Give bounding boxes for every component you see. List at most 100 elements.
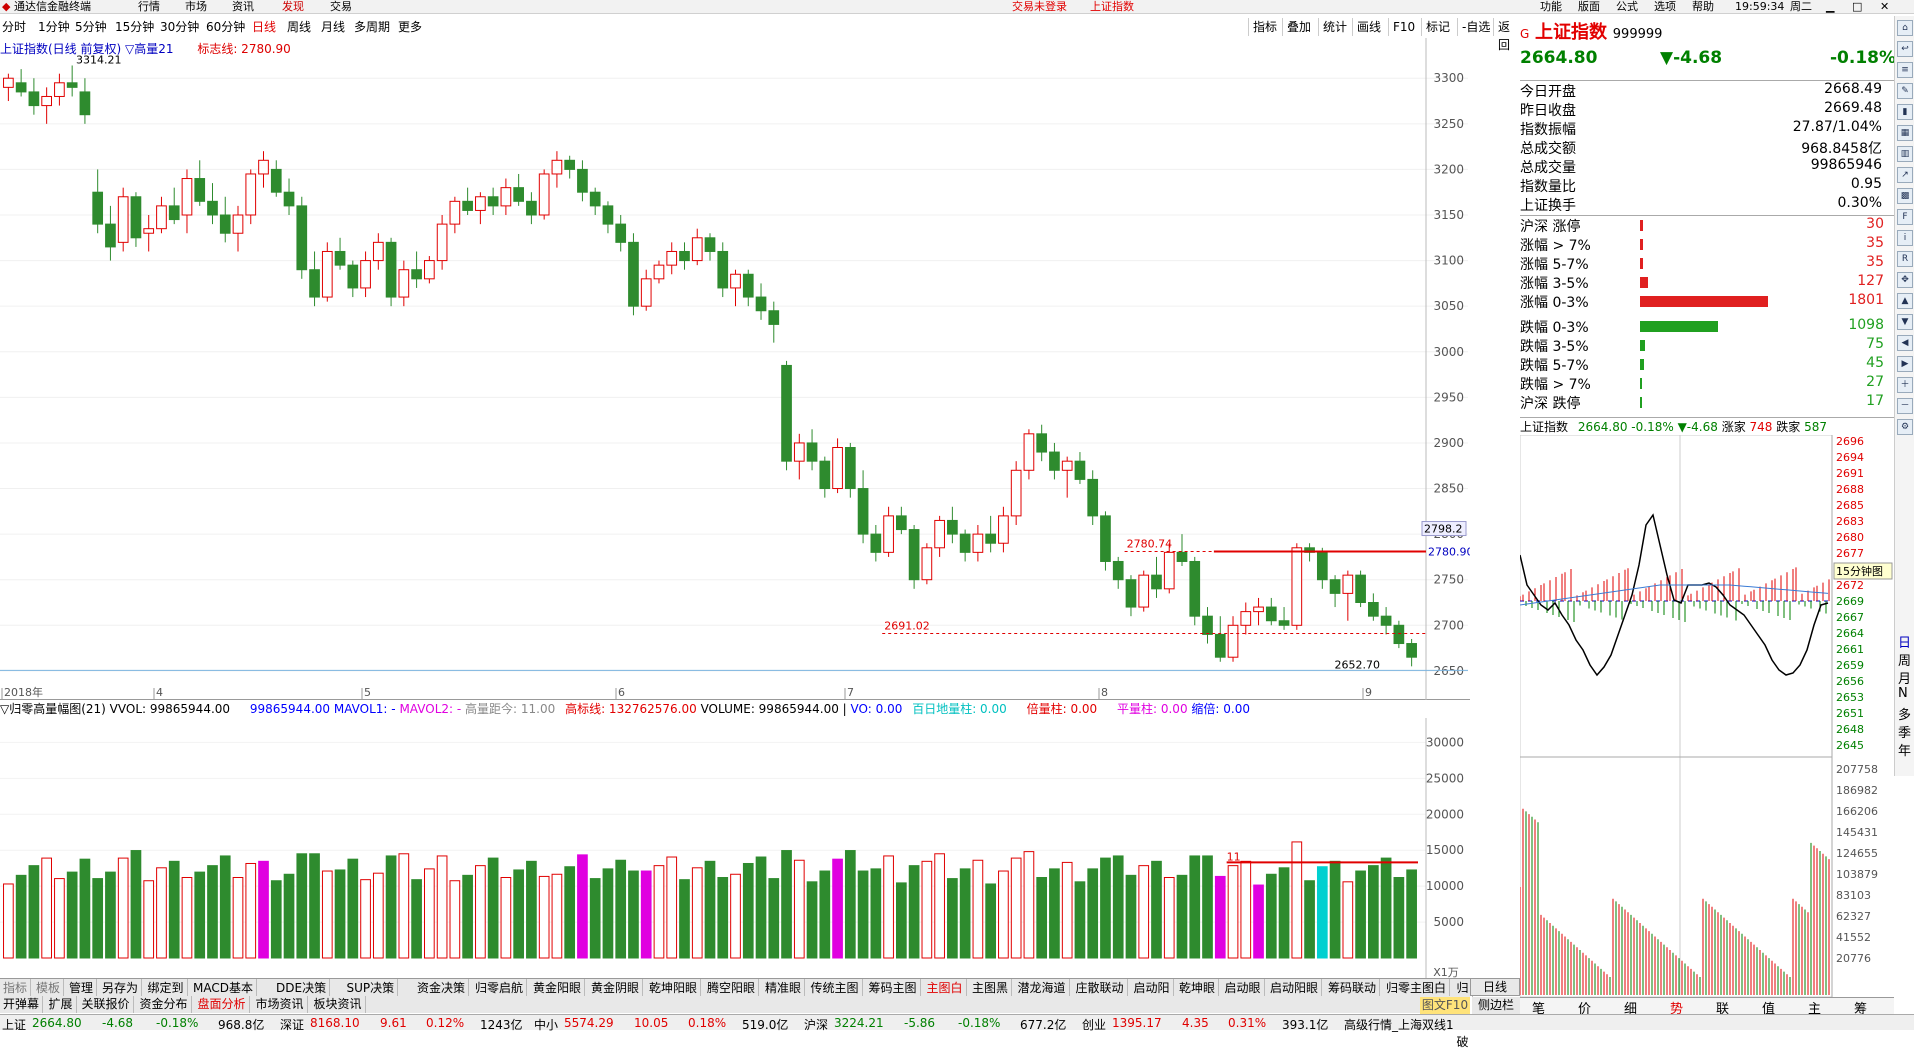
trade-login-status[interactable]: 交易未登录 bbox=[1012, 0, 1067, 13]
maximize-icon[interactable]: □ bbox=[1852, 0, 1863, 13]
grid-icon[interactable]: ▩ bbox=[1897, 188, 1913, 204]
toolbar-btn-0[interactable]: 指标 bbox=[1248, 18, 1281, 36]
period-8[interactable]: 月线 bbox=[321, 20, 346, 34]
indicator-tab-20[interactable]: 庄散联动 bbox=[1073, 979, 1128, 997]
kline-icon[interactable]: ▮ bbox=[1897, 104, 1913, 120]
toolbar-btn-3[interactable]: 画线 bbox=[1352, 18, 1385, 36]
period-4[interactable]: 30分钟 bbox=[160, 20, 200, 34]
mini-tab-7[interactable]: 筹 bbox=[1854, 1002, 1868, 1017]
mini-tab-2[interactable]: 细 bbox=[1624, 1002, 1638, 1017]
left-icon[interactable]: ◀ bbox=[1897, 335, 1913, 351]
indicator-tab-11[interactable]: 黄金阴眼 bbox=[588, 979, 644, 997]
indicator-tab-21[interactable]: 启动阳 bbox=[1131, 979, 1174, 997]
function-tab-5[interactable]: 市场资讯 bbox=[253, 996, 308, 1013]
bar-icon[interactable]: ▥ bbox=[1897, 146, 1913, 162]
vertical-period-3[interactable]: N bbox=[1898, 686, 1908, 701]
indicator-tab-12[interactable]: 乾坤阳眼 bbox=[646, 979, 702, 997]
indicator-tab-4[interactable]: 绑定到 bbox=[145, 979, 188, 997]
mini-tab-4[interactable]: 联 bbox=[1716, 1002, 1730, 1017]
indicator-tab-0[interactable]: 指标 bbox=[0, 979, 32, 997]
vertical-period-4[interactable]: 多 bbox=[1898, 708, 1912, 723]
table-icon[interactable]: ▦ bbox=[1897, 125, 1913, 141]
mini-tab-1[interactable]: 价 bbox=[1578, 1002, 1592, 1017]
function-tab-2[interactable]: 关联报价 bbox=[79, 996, 134, 1013]
menu-gongshi[interactable]: 公式 bbox=[1616, 0, 1638, 13]
indicator-tab-8[interactable]: 资金决策 bbox=[414, 979, 470, 997]
mini-tab-0[interactable]: 笔 bbox=[1532, 1002, 1546, 1017]
indicator-tab-15[interactable]: 传统主图 bbox=[808, 979, 863, 997]
menu-gongneng[interactable]: 功能 bbox=[1540, 0, 1562, 13]
toolbar-btn-4[interactable]: F10 bbox=[1388, 18, 1419, 36]
vertical-period-0[interactable]: 日 bbox=[1898, 636, 1912, 651]
toolbar-btn-2[interactable]: 统计 bbox=[1318, 18, 1351, 36]
period-10[interactable]: 更多 bbox=[398, 20, 423, 34]
up-icon[interactable]: ▲ bbox=[1897, 293, 1913, 309]
period-tab-right[interactable]: 日线 bbox=[1470, 978, 1520, 996]
toolbar-btn-1[interactable]: 叠加 bbox=[1282, 18, 1315, 36]
menu-banmian[interactable]: 版面 bbox=[1578, 0, 1600, 13]
indicator-tab-9[interactable]: 归零启航 bbox=[472, 979, 528, 997]
close-icon[interactable]: ✕ bbox=[1880, 0, 1890, 13]
period-9[interactable]: 多周期 bbox=[354, 20, 391, 34]
mini-tab-6[interactable]: 主 bbox=[1808, 1002, 1822, 1017]
period-3[interactable]: 15分钟 bbox=[115, 20, 155, 34]
rsi-icon[interactable]: R bbox=[1897, 251, 1913, 267]
back-icon[interactable]: ↩ bbox=[1897, 41, 1913, 57]
vertical-period-1[interactable]: 周 bbox=[1898, 654, 1912, 669]
indicator-tab-17[interactable]: 主图白 bbox=[924, 979, 967, 997]
indicator-tab-14[interactable]: 精准眼 bbox=[762, 979, 806, 997]
function-tab-4[interactable]: 盘面分析 bbox=[195, 996, 250, 1013]
function-tab-6[interactable]: 板块资讯 bbox=[311, 996, 366, 1013]
menu-jiaoyi[interactable]: 交易 bbox=[330, 0, 352, 13]
vertical-period-2[interactable]: 月 bbox=[1898, 672, 1912, 687]
info-icon[interactable]: i bbox=[1897, 230, 1913, 246]
intraday-mini-chart[interactable]: 2696269426912688268526832680267726752672… bbox=[1520, 435, 1894, 997]
right-icon[interactable]: ▶ bbox=[1897, 356, 1913, 372]
indicator-tab-24[interactable]: 启动阳眼 bbox=[1267, 979, 1323, 997]
indicator-tab-2[interactable]: 管理 bbox=[66, 979, 98, 997]
kline-chart-panel[interactable]: 上证指数(日线 前复权) ▽高量21 标志线: 2780.90 3300 3250… bbox=[0, 38, 1470, 700]
indicator-tab-18[interactable]: 主图黑 bbox=[969, 979, 1013, 997]
indicator-tab-23[interactable]: 启动眼 bbox=[1222, 979, 1265, 997]
indicator-tab-3[interactable]: 另存为 bbox=[99, 979, 143, 997]
period-2[interactable]: 5分钟 bbox=[75, 20, 107, 34]
menu-xuanxiang[interactable]: 选项 bbox=[1654, 0, 1676, 13]
toolbar-btn-7[interactable]: 返回 bbox=[1493, 18, 1522, 52]
vertical-period-6[interactable]: 年 bbox=[1898, 744, 1912, 759]
trend-icon[interactable]: ↗ bbox=[1897, 167, 1913, 183]
f10-tab[interactable]: 图文F10 bbox=[1420, 997, 1470, 1014]
indicator-tab-6[interactable]: DDE决策 bbox=[273, 979, 331, 997]
down-icon[interactable]: ▼ bbox=[1897, 314, 1913, 330]
mini-tab-5[interactable]: 值 bbox=[1762, 1002, 1776, 1017]
indicator-tab-25[interactable]: 筹码联动 bbox=[1325, 979, 1381, 997]
indicator-tab-1[interactable]: 模板 bbox=[33, 979, 65, 997]
list-icon[interactable]: ≡ bbox=[1897, 62, 1913, 78]
move-icon[interactable]: ✥ bbox=[1897, 272, 1913, 288]
function-tab-0[interactable]: 开弹幕 bbox=[0, 996, 44, 1013]
menu-hangqing[interactable]: 行情 bbox=[138, 0, 160, 13]
indicator-tab-19[interactable]: 潜龙海道 bbox=[1015, 979, 1070, 997]
minimize-icon[interactable]: ▁ bbox=[1826, 0, 1835, 13]
function-tab-1[interactable]: 扩展 bbox=[46, 996, 77, 1013]
vertical-period-5[interactable]: 季 bbox=[1898, 726, 1912, 741]
period-0[interactable]: 分时 bbox=[2, 20, 27, 34]
toolbar-btn-5[interactable]: 标记 bbox=[1421, 18, 1454, 36]
menu-bangzhu[interactable]: 帮助 bbox=[1692, 0, 1714, 13]
volume-chart-panel[interactable]: 30000 25000 20000 15000 10000 5000 X1万 11 bbox=[0, 718, 1470, 978]
mini-tab-3[interactable]: 势 bbox=[1670, 1002, 1684, 1017]
sidebar-tab[interactable]: 侧边栏 bbox=[1472, 997, 1520, 1014]
period-5[interactable]: 60分钟 bbox=[206, 20, 246, 34]
home-icon[interactable]: ⌂ bbox=[1897, 20, 1913, 36]
period-1[interactable]: 1分钟 bbox=[38, 20, 70, 34]
indicator-tab-10[interactable]: 黄金阳眼 bbox=[530, 979, 586, 997]
period-7[interactable]: 周线 bbox=[287, 20, 312, 34]
indicator-tab-22[interactable]: 乾坤眼 bbox=[1176, 979, 1220, 997]
zoom-in-icon[interactable]: ＋ bbox=[1897, 377, 1913, 393]
settings-icon[interactable]: ⚙ bbox=[1897, 419, 1913, 435]
period-6[interactable]: 日线 bbox=[252, 20, 277, 34]
zoom-out-icon[interactable]: － bbox=[1897, 398, 1913, 414]
toolbar-btn-6[interactable]: -自选 bbox=[1457, 18, 1494, 36]
indicator-tab-5[interactable]: MACD基本 bbox=[190, 979, 257, 997]
indicator-tab-13[interactable]: 腾空阳眼 bbox=[704, 979, 760, 997]
menu-zixun[interactable]: 资讯 bbox=[232, 0, 254, 13]
